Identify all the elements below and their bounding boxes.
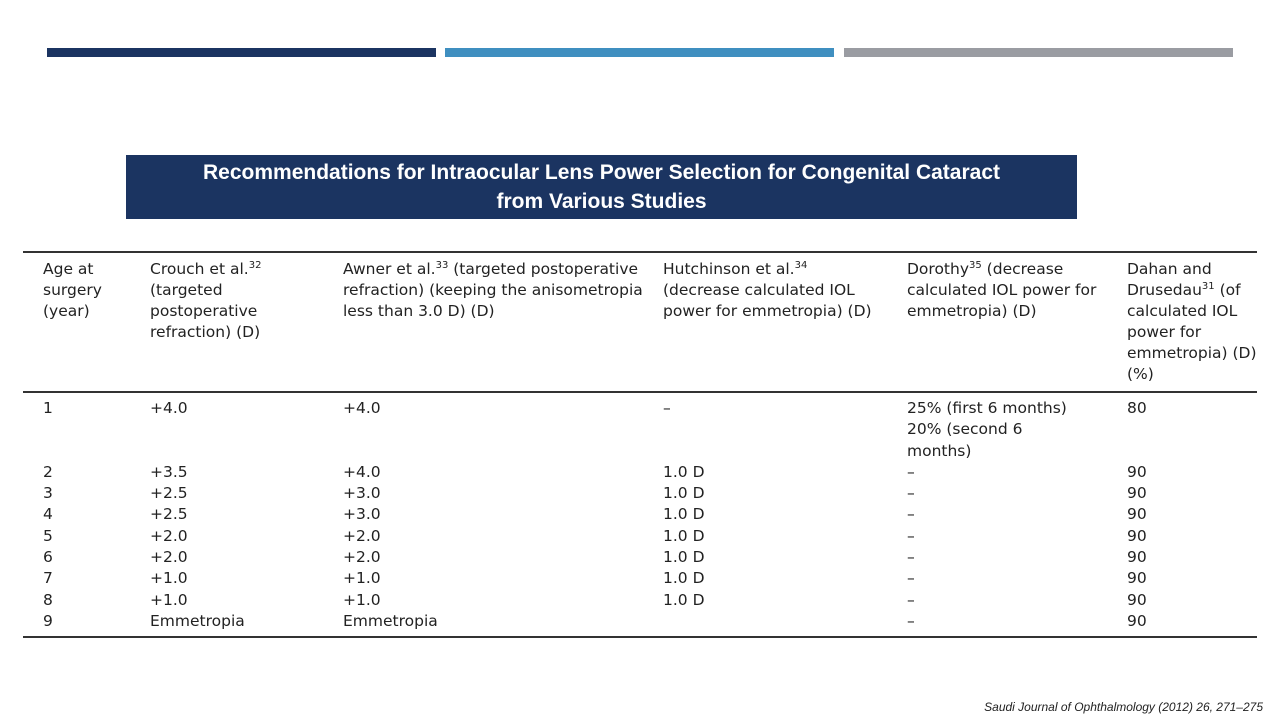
- table-row: 2 +3.5 +4.0 1.0 D – 90: [23, 462, 1257, 483]
- header-hutchinson-ref: 34: [794, 260, 808, 271]
- cell-dorothy: –: [907, 484, 915, 503]
- cell-age: 6: [43, 548, 53, 567]
- cell-crouch: +2.5: [150, 505, 188, 524]
- cell-crouch: +2.5: [150, 484, 188, 503]
- cell-crouch: +1.0: [150, 569, 188, 588]
- cell-awner: +3.0: [343, 505, 381, 524]
- cell-hutchinson: 1.0 D: [663, 590, 705, 609]
- cell-dahan: 90: [1127, 569, 1147, 588]
- table-row: 1 +4.0 +4.0 – 25% (first 6 months) 20% (…: [23, 392, 1257, 462]
- table-body: 1 +4.0 +4.0 – 25% (first 6 months) 20% (…: [23, 392, 1257, 639]
- cell-crouch: +3.5: [150, 462, 188, 481]
- header-dahan-desc: (of calculated IOL power for emmetropia)…: [1127, 281, 1257, 383]
- cell-dahan: 90: [1127, 462, 1147, 481]
- header-dorothy-name: Dorothy: [907, 260, 970, 278]
- header-hutchinson: Hutchinson et al.34 (decrease calculated…: [643, 251, 887, 393]
- table-row: 3 +2.5 +3.0 1.0 D – 90: [23, 483, 1257, 504]
- slide-title: Recommendations for Intraocular Lens Pow…: [126, 155, 1077, 219]
- cell-hutchinson: 1.0 D: [663, 526, 705, 545]
- cell-age: 9: [23, 610, 130, 639]
- cell-dorothy: –: [907, 462, 915, 481]
- cell-dahan: 90: [1107, 610, 1257, 639]
- table-row: 5 +2.0 +2.0 1.0 D – 90: [23, 526, 1257, 547]
- cell-age: 1: [43, 399, 53, 417]
- header-age-text: Age at surgery (year): [43, 260, 102, 320]
- cell-crouch: +1.0: [150, 590, 188, 609]
- accent-bar-gray: [844, 48, 1233, 57]
- header-dorothy-desc: (decrease calculated IOL power for emmet…: [907, 260, 1097, 320]
- table-header-row: Age at surgery (year) Crouch et al.32 (t…: [23, 251, 1257, 393]
- cell-hutchinson: 1.0 D: [663, 569, 705, 588]
- cell-dorothy: –: [907, 569, 915, 588]
- table-row: 8 +1.0 +1.0 1.0 D – 90: [23, 590, 1257, 611]
- cell-hutchinson: 1.0 D: [663, 462, 705, 481]
- cell-hutchinson: [643, 610, 887, 639]
- header-dahan-name: Dahan and Drusedau: [1127, 260, 1212, 299]
- cell-dahan: 90: [1127, 505, 1147, 524]
- table-row: 7 +1.0 +1.0 1.0 D – 90: [23, 568, 1257, 589]
- cell-crouch: +4.0: [150, 399, 188, 417]
- table-row: 6 +2.0 +2.0 1.0 D – 90: [23, 547, 1257, 568]
- cell-dahan: 90: [1127, 590, 1147, 609]
- cell-awner: +1.0: [343, 569, 381, 588]
- cell-dahan: 90: [1127, 526, 1147, 545]
- cell-dorothy: –: [907, 505, 915, 524]
- cell-awner: +1.0: [343, 590, 381, 609]
- slide-title-line-2: from Various Studies: [496, 190, 707, 213]
- header-awner-desc: (targeted postoperative refraction) (kee…: [343, 260, 643, 320]
- cell-awner: +4.0: [343, 399, 381, 417]
- iol-recommendation-table: Age at surgery (year) Crouch et al.32 (t…: [23, 251, 1257, 639]
- cell-age: 5: [43, 526, 53, 545]
- cell-dahan: 90: [1127, 484, 1147, 503]
- table-row: 4 +2.5 +3.0 1.0 D – 90: [23, 504, 1257, 525]
- header-hutchinson-desc: (decrease calculated IOL power for emmet…: [663, 281, 872, 320]
- cell-dorothy: –: [907, 548, 915, 567]
- cell-crouch: +2.0: [150, 548, 188, 567]
- header-age: Age at surgery (year): [23, 251, 130, 393]
- cell-awner: Emmetropia: [323, 610, 643, 639]
- cell-age: 7: [43, 569, 53, 588]
- header-dorothy: Dorothy35 (decrease calculated IOL power…: [887, 251, 1107, 393]
- cell-dahan: 80: [1127, 399, 1147, 417]
- cell-crouch: Emmetropia: [130, 610, 323, 639]
- cell-awner: +2.0: [343, 526, 381, 545]
- cell-hutchinson: 1.0 D: [663, 548, 705, 567]
- cell-awner: +2.0: [343, 548, 381, 567]
- slide-title-line-1: Recommendations for Intraocular Lens Pow…: [203, 161, 1000, 184]
- accent-bar-blue: [445, 48, 834, 57]
- cell-hutchinson: 1.0 D: [663, 505, 705, 524]
- header-awner-ref: 33: [435, 260, 449, 271]
- table-row: 9 Emmetropia Emmetropia – 90: [23, 610, 1257, 639]
- cell-dorothy: –: [887, 610, 1107, 639]
- cell-crouch: +2.0: [150, 526, 188, 545]
- cell-age: 4: [43, 505, 53, 524]
- header-hutchinson-name: Hutchinson et al.: [663, 260, 795, 278]
- cell-hutchinson: 1.0 D: [663, 484, 705, 503]
- cell-age: 8: [43, 590, 53, 609]
- header-crouch-name: Crouch et al.: [150, 260, 249, 278]
- header-awner: Awner et al.33 (targeted postoperative r…: [323, 251, 643, 393]
- cell-age: 3: [43, 484, 53, 503]
- iol-recommendation-table-container: Age at surgery (year) Crouch et al.32 (t…: [23, 251, 1257, 639]
- cell-hutchinson: –: [663, 399, 671, 417]
- source-citation: Saudi Journal of Ophthalmology (2012) 26…: [984, 700, 1263, 714]
- header-crouch-desc: (targeted postoperative refraction) (D): [150, 281, 261, 341]
- cell-dorothy: –: [907, 590, 915, 609]
- cell-dorothy: –: [907, 526, 915, 545]
- header-awner-name: Awner et al.: [343, 260, 436, 278]
- cell-awner: +3.0: [343, 484, 381, 503]
- accent-bar-navy: [47, 48, 436, 57]
- header-dahan: Dahan and Drusedau31 (of calculated IOL …: [1107, 251, 1257, 393]
- header-crouch-ref: 32: [248, 260, 262, 271]
- header-dorothy-ref: 35: [969, 260, 982, 271]
- cell-age: 2: [43, 462, 53, 481]
- header-crouch: Crouch et al.32 (targeted postoperative …: [130, 251, 323, 393]
- cell-dorothy: 25% (first 6 months) 20% (second 6 month…: [907, 399, 1067, 460]
- header-dahan-ref: 31: [1201, 281, 1215, 292]
- cell-dahan: 90: [1127, 548, 1147, 567]
- cell-awner: +4.0: [343, 462, 381, 481]
